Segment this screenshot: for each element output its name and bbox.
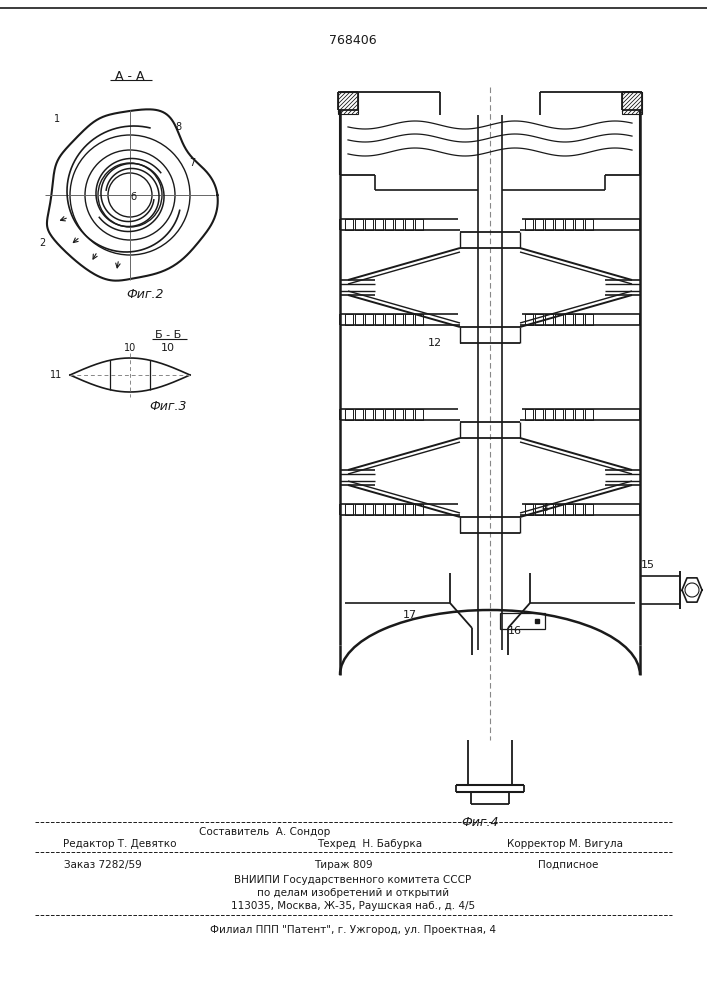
Text: Техред  Н. Бабурка: Техред Н. Бабурка: [317, 839, 423, 849]
Bar: [500, 613, 545, 629]
Bar: [535, 314, 543, 325]
Bar: [415, 409, 423, 420]
Text: 16: 16: [508, 626, 522, 636]
Bar: [565, 504, 573, 515]
Bar: [375, 409, 383, 420]
Text: 11: 11: [50, 370, 62, 380]
Bar: [535, 219, 543, 230]
Bar: [338, 92, 358, 114]
Text: 2: 2: [39, 238, 45, 248]
Text: Фиг.4: Фиг.4: [461, 816, 498, 830]
Bar: [365, 314, 373, 325]
Bar: [355, 219, 363, 230]
Text: Заказ 7282/59: Заказ 7282/59: [64, 860, 142, 870]
Bar: [622, 92, 642, 114]
Bar: [555, 219, 563, 230]
Bar: [565, 219, 573, 230]
Text: 7: 7: [189, 158, 195, 168]
Bar: [375, 314, 383, 325]
Text: б: б: [130, 192, 136, 202]
Text: Редактор Т. Девятко: Редактор Т. Девятко: [63, 839, 177, 849]
Bar: [575, 219, 583, 230]
Bar: [575, 504, 583, 515]
Bar: [565, 314, 573, 325]
Bar: [395, 314, 403, 325]
Text: 15: 15: [641, 560, 655, 570]
Bar: [525, 409, 533, 420]
Text: 1: 1: [54, 114, 60, 124]
Text: Составитель  А. Сондор: Составитель А. Сондор: [199, 827, 331, 837]
Bar: [405, 409, 413, 420]
Bar: [395, 504, 403, 515]
Bar: [585, 314, 593, 325]
Text: по делам изобретений и открытий: по делам изобретений и открытий: [257, 888, 449, 898]
Bar: [355, 314, 363, 325]
Text: Тираж 809: Тираж 809: [314, 860, 373, 870]
Bar: [375, 219, 383, 230]
Bar: [535, 504, 543, 515]
Bar: [415, 314, 423, 325]
Bar: [345, 409, 353, 420]
Bar: [575, 314, 583, 325]
Bar: [555, 409, 563, 420]
Bar: [345, 314, 353, 325]
Text: Филиал ППП "Патент", г. Ужгород, ул. Проектная, 4: Филиал ППП "Патент", г. Ужгород, ул. Про…: [210, 925, 496, 935]
Bar: [405, 314, 413, 325]
Text: Корректор М. Вигула: Корректор М. Вигула: [507, 839, 623, 849]
Bar: [385, 409, 393, 420]
Bar: [365, 409, 373, 420]
Text: 8: 8: [175, 122, 181, 132]
Bar: [545, 314, 553, 325]
Text: Б - Б: Б - Б: [155, 330, 181, 340]
Bar: [385, 504, 393, 515]
Text: Подписное: Подписное: [538, 860, 598, 870]
Bar: [405, 219, 413, 230]
Text: 113035, Москва, Ж-35, Раушская наб., д. 4/5: 113035, Москва, Ж-35, Раушская наб., д. …: [231, 901, 475, 911]
Bar: [365, 219, 373, 230]
Bar: [365, 504, 373, 515]
Bar: [345, 504, 353, 515]
Bar: [555, 314, 563, 325]
Bar: [525, 504, 533, 515]
Bar: [555, 504, 563, 515]
Bar: [585, 219, 593, 230]
Bar: [415, 219, 423, 230]
Bar: [345, 219, 353, 230]
Bar: [375, 504, 383, 515]
Bar: [585, 504, 593, 515]
Bar: [395, 219, 403, 230]
Text: 10: 10: [124, 343, 136, 353]
Text: Фиг.3: Фиг.3: [149, 400, 187, 414]
Text: 4: 4: [542, 503, 549, 513]
Text: 768406: 768406: [329, 33, 377, 46]
Bar: [385, 314, 393, 325]
Text: 12: 12: [428, 338, 442, 348]
Bar: [525, 314, 533, 325]
Bar: [565, 409, 573, 420]
Bar: [535, 409, 543, 420]
Bar: [385, 219, 393, 230]
Bar: [545, 504, 553, 515]
Bar: [405, 504, 413, 515]
Text: ВНИИПИ Государственного комитета СССР: ВНИИПИ Государственного комитета СССР: [235, 875, 472, 885]
Bar: [545, 219, 553, 230]
Bar: [395, 409, 403, 420]
Text: 10: 10: [161, 343, 175, 353]
Text: Фиг.2: Фиг.2: [127, 288, 164, 302]
Bar: [585, 409, 593, 420]
Bar: [355, 409, 363, 420]
Bar: [545, 409, 553, 420]
Bar: [575, 409, 583, 420]
Text: А - А: А - А: [115, 70, 145, 83]
Bar: [415, 504, 423, 515]
Text: 17: 17: [403, 610, 417, 620]
Bar: [525, 219, 533, 230]
Bar: [355, 504, 363, 515]
